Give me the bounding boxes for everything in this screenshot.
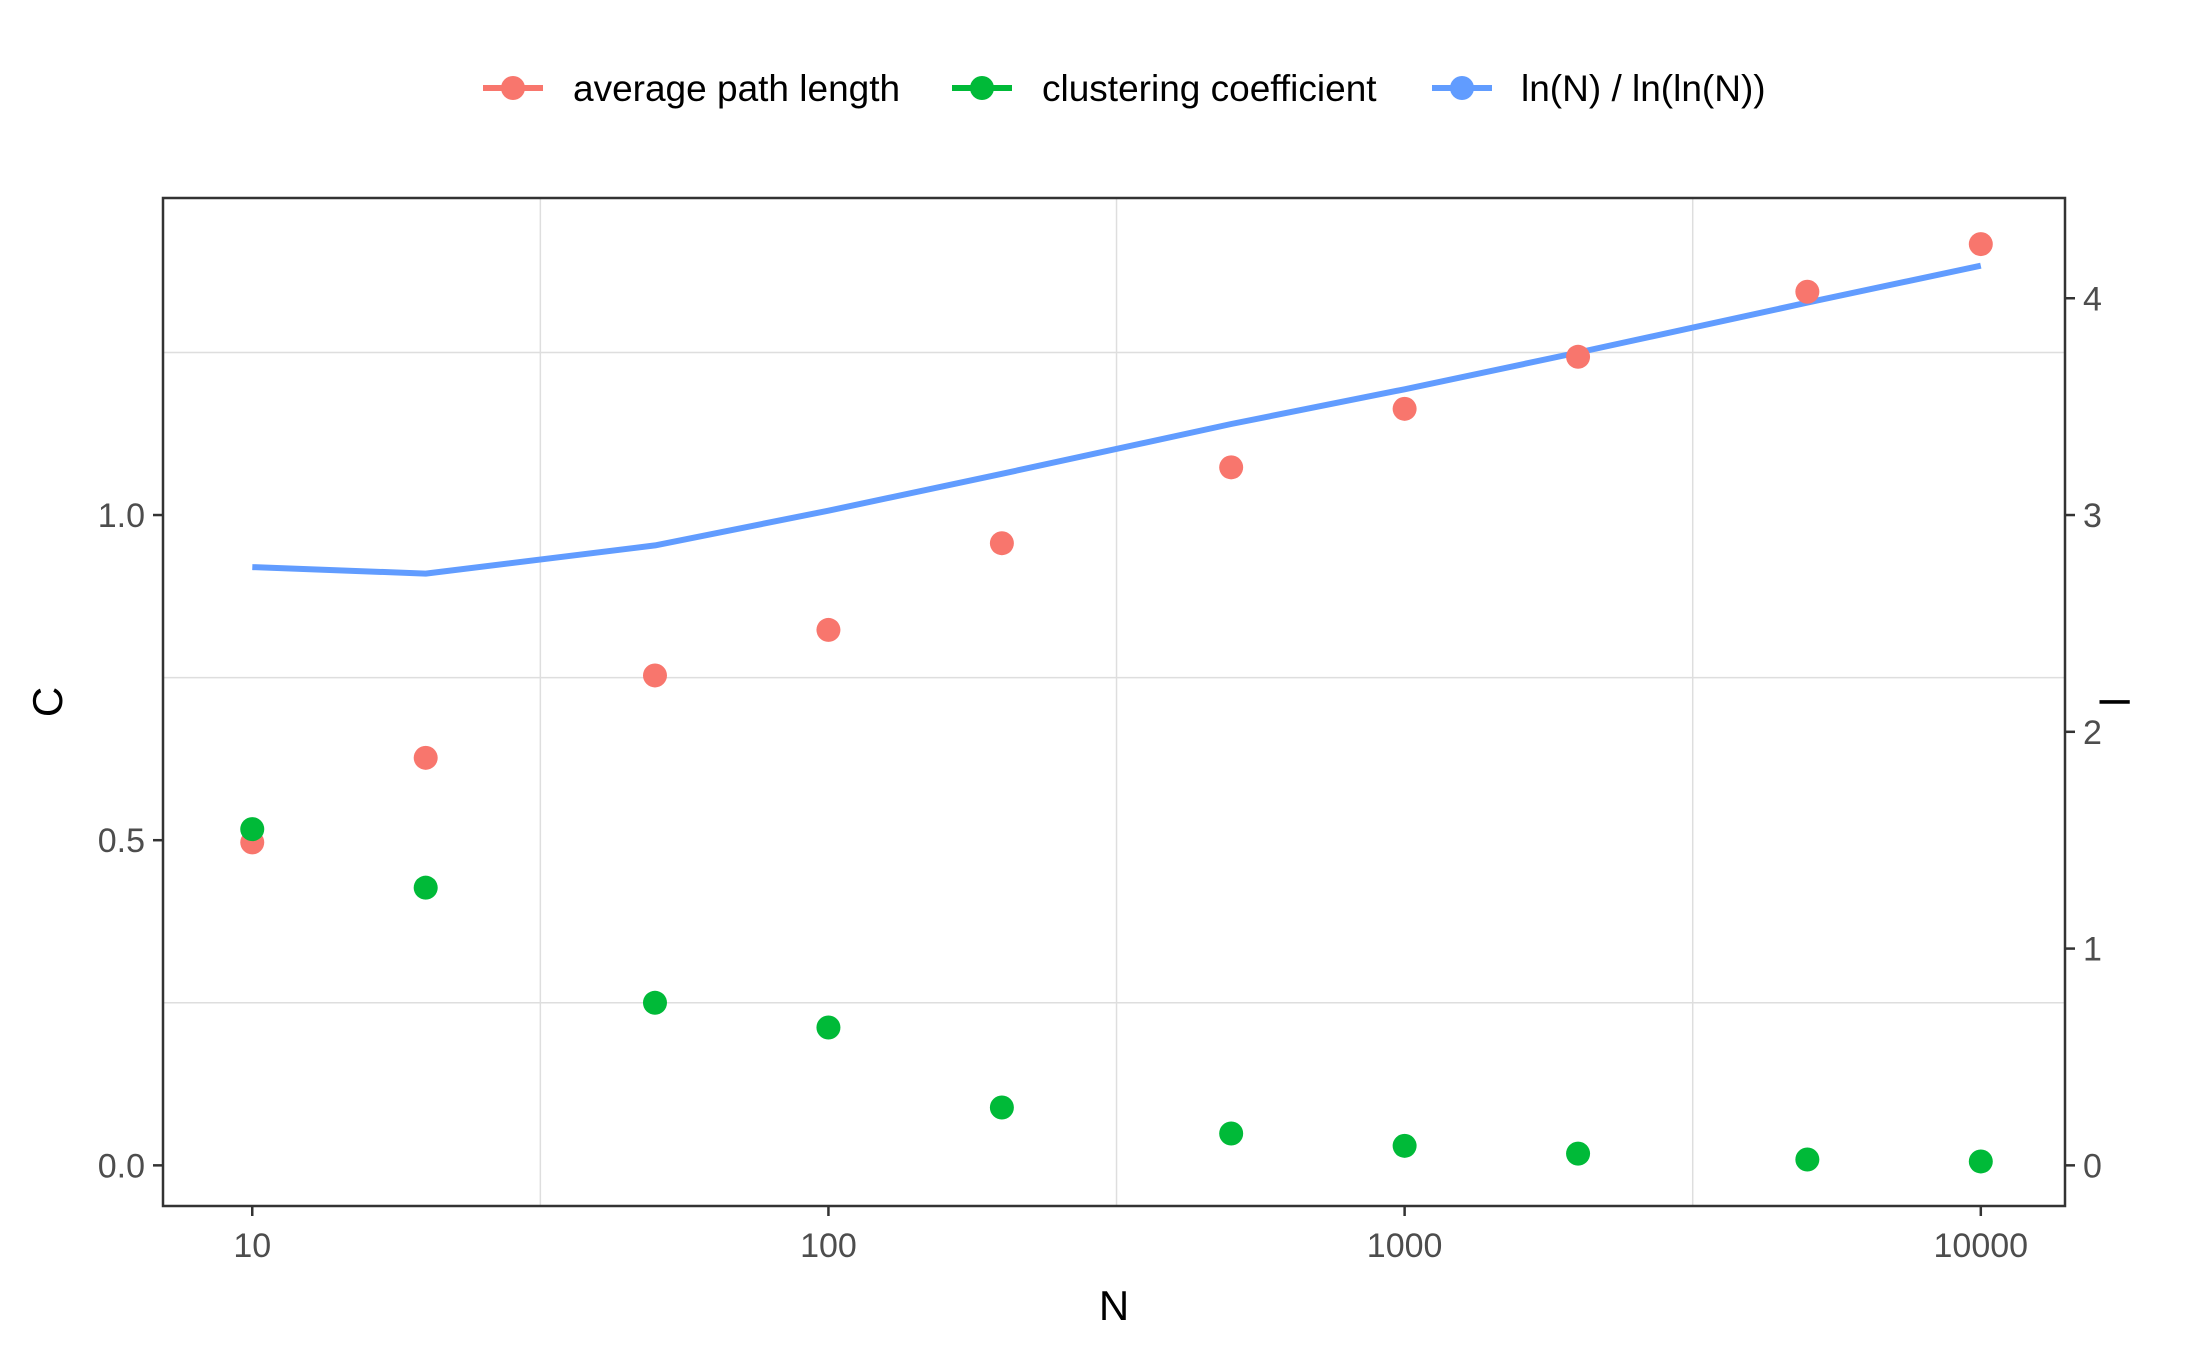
- x-tick-label: 100: [800, 1227, 857, 1265]
- y-axis-left-title: C: [24, 687, 71, 717]
- data-point-average-path-length: [989, 531, 1014, 556]
- data-point-average-path-length: [1219, 455, 1244, 480]
- legend-label: ln(N) / ln(ln(N)): [1521, 68, 1766, 109]
- data-point-clustering-coefficient: [1566, 1141, 1591, 1166]
- y-right-tick-label: 4: [2083, 280, 2102, 318]
- y-left-tick-label: 1.0: [98, 497, 145, 535]
- data-point-average-path-length: [1566, 344, 1591, 369]
- data-point-clustering-coefficient: [1968, 1149, 1993, 1174]
- legend-key-point: [1450, 76, 1474, 100]
- x-tick-label: 10000: [1934, 1227, 2029, 1265]
- y-right-tick-label: 2: [2083, 714, 2102, 752]
- legend-key-point: [501, 76, 525, 100]
- data-point-clustering-coefficient: [642, 990, 667, 1015]
- data-point-average-path-length: [1795, 279, 1820, 304]
- legend-item-clustering-coefficient: clustering coefficient: [952, 68, 1377, 109]
- legend-item-ln-n-ln-ln-n: ln(N) / ln(ln(N)): [1432, 68, 1766, 109]
- y-right-tick-label: 3: [2083, 497, 2102, 535]
- data-point-clustering-coefficient: [1392, 1133, 1417, 1158]
- data-point-clustering-coefficient: [413, 875, 438, 900]
- data-point-clustering-coefficient: [1795, 1147, 1820, 1172]
- y-right-tick-label: 1: [2083, 931, 2102, 969]
- x-tick-label: 10: [233, 1227, 271, 1265]
- legend: average path length clustering coefficien…: [483, 68, 1766, 109]
- data-point-clustering-coefficient: [816, 1015, 841, 1040]
- data-point-clustering-coefficient: [989, 1095, 1014, 1120]
- x-axis-title: N: [1099, 1282, 1129, 1329]
- legend-key-point: [970, 76, 994, 100]
- x-axis: 10 100 1000 10000: [233, 1206, 2028, 1265]
- y-axis-right: 0 1 2 3 4: [2065, 280, 2102, 1185]
- line-series-layer: [252, 262, 1982, 577]
- point-series-layer: [240, 232, 1993, 1174]
- y-left-tick-label: 0.5: [98, 822, 145, 860]
- plot-panel-border: [161, 196, 2067, 1208]
- data-point-average-path-length: [413, 745, 438, 770]
- legend-label: average path length: [573, 68, 900, 109]
- y-right-tick-label: 0: [2083, 1147, 2102, 1185]
- x-tick-label: 1000: [1367, 1227, 1443, 1265]
- data-point-average-path-length: [1968, 232, 1993, 257]
- y-axis-right-title: l: [2092, 697, 2139, 706]
- data-point-clustering-coefficient: [240, 817, 265, 842]
- data-point-average-path-length: [816, 617, 841, 642]
- data-point-average-path-length: [642, 663, 667, 688]
- y-axis-left: 0.0 0.5 1.0: [98, 497, 163, 1185]
- legend-label: clustering coefficient: [1042, 68, 1377, 109]
- data-point-average-path-length: [1392, 396, 1417, 421]
- grid: [163, 198, 2065, 1206]
- y-left-tick-label: 0.0: [98, 1147, 145, 1185]
- legend-item-average-path-length: average path length: [483, 68, 900, 109]
- series-line-ln-n-ln-ln-n: [252, 262, 1982, 577]
- data-point-clustering-coefficient: [1219, 1121, 1244, 1146]
